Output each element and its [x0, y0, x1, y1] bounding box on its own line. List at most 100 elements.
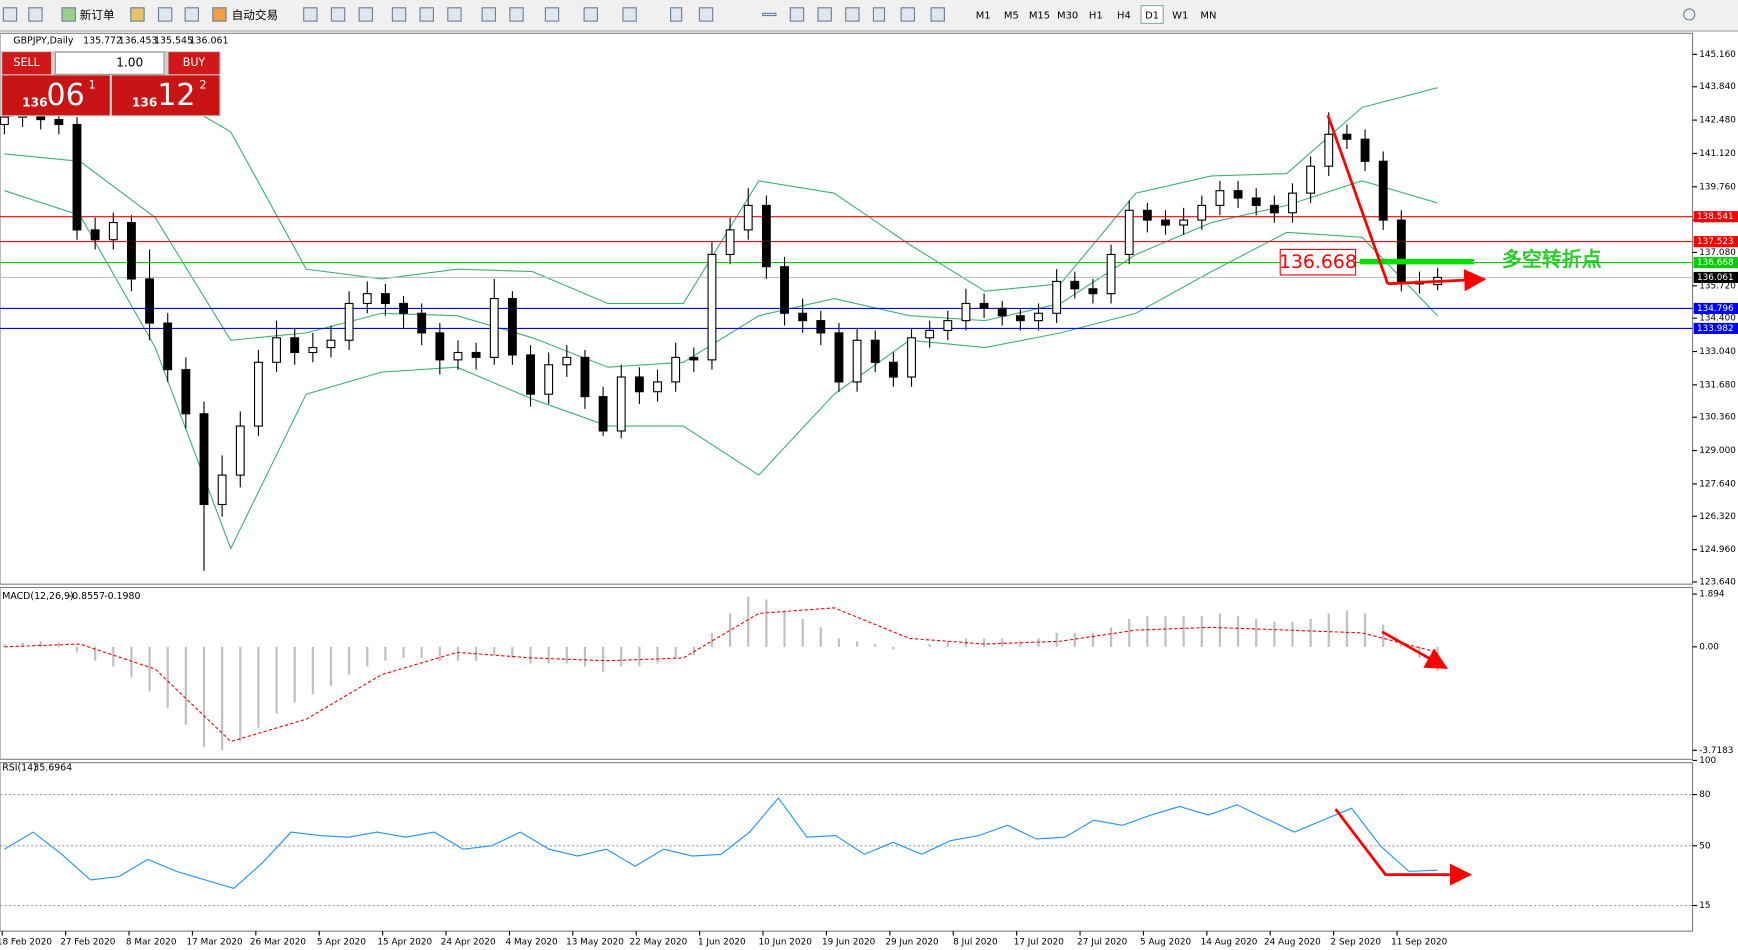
icon[interactable] — [670, 7, 683, 22]
price-tag-label: 133.982 — [1697, 324, 1734, 334]
sell-price-box[interactable] — [2, 75, 110, 116]
rsi-line — [4, 797, 1438, 890]
icon[interactable] — [358, 7, 373, 22]
icon[interactable] — [583, 7, 598, 22]
layers: 145.160143.840142.480141.120139.760138.4… — [0, 50, 1738, 948]
candle-body — [1161, 219, 1170, 226]
icon[interactable] — [391, 7, 407, 22]
candle-body — [1288, 192, 1297, 214]
candle-body — [108, 222, 118, 241]
candle-body — [253, 361, 263, 427]
candle-body — [54, 119, 64, 126]
candle-body — [1052, 280, 1062, 314]
lot-box[interactable] — [54, 51, 165, 75]
timeframe[interactable]: H1 — [1089, 11, 1103, 22]
x-tick-label: 17 Jul 2020 — [1014, 938, 1065, 948]
icon[interactable] — [872, 7, 886, 22]
icon[interactable] — [157, 7, 173, 22]
candle-body — [1034, 312, 1043, 322]
timeframe[interactable]: W1 — [1172, 11, 1188, 22]
icon[interactable] — [2, 7, 18, 22]
icon[interactable] — [900, 7, 915, 22]
icon[interactable] — [447, 7, 462, 22]
trade-panel: SELL BUY 1.00 136 06 1 136 12 2 — [1, 51, 221, 117]
candle-body — [1106, 253, 1116, 295]
macd-signal — [4, 607, 1438, 743]
y-tick-label: -3.7183 — [1699, 746, 1733, 756]
price-tag-label: 137.523 — [1697, 237, 1734, 247]
price-tag — [1693, 236, 1738, 248]
timeframe[interactable]: D1 — [1145, 11, 1159, 22]
y-tick-label: 139.760 — [1699, 182, 1736, 192]
x-tick-label: 8 Mar 2020 — [126, 938, 177, 948]
candle-body — [72, 123, 82, 231]
timeframe[interactable]: M5 — [1004, 11, 1019, 22]
candle-body — [1233, 190, 1243, 199]
icon[interactable] — [845, 7, 860, 22]
icon[interactable] — [698, 7, 714, 22]
search-icon[interactable] — [1683, 8, 1696, 21]
candle-body — [1215, 190, 1225, 206]
y-tick-label: 141.120 — [1699, 149, 1736, 159]
icon[interactable] — [762, 12, 777, 17]
icon[interactable] — [419, 7, 434, 22]
candle-body — [997, 307, 1007, 317]
icon[interactable] — [212, 7, 227, 22]
rsi-label: RSI(14) — [2, 763, 37, 774]
y-tick-label: 123.640 — [1699, 577, 1736, 587]
buy-price-box[interactable] — [111, 75, 220, 116]
new-order[interactable]: 新订单 — [80, 8, 115, 22]
buy-button[interactable] — [168, 52, 220, 75]
icon[interactable] — [509, 7, 524, 22]
candle-body — [1269, 204, 1279, 214]
y-tick-label: 100 — [1699, 756, 1716, 766]
candle-body — [326, 339, 336, 349]
candle-body — [616, 376, 626, 432]
auto-trading[interactable]: 自动交易 — [232, 8, 279, 22]
timeframe[interactable]: MN — [1200, 11, 1216, 22]
x-tick-label: 24 Aug 2020 — [1264, 938, 1321, 948]
icon[interactable] — [817, 7, 832, 22]
icon[interactable] — [130, 7, 145, 22]
x-tick-label: 8 Jul 2020 — [953, 938, 998, 948]
candle-body — [1360, 138, 1370, 162]
icon[interactable] — [28, 7, 43, 22]
arrow — [1334, 808, 1472, 886]
buy-label[interactable]: BUY — [183, 56, 206, 69]
icon[interactable] — [184, 7, 199, 22]
y-tick-label: 131.680 — [1699, 380, 1736, 390]
icon[interactable] — [61, 7, 76, 22]
candle-body — [907, 337, 916, 378]
candle-body — [308, 347, 318, 354]
candle-body — [217, 474, 227, 506]
timeframe[interactable]: M30 — [1057, 11, 1078, 22]
candle-body — [453, 351, 463, 361]
icon[interactable] — [930, 7, 945, 22]
sell-label[interactable]: SELL — [13, 56, 40, 69]
x-tick-label: 27 Jul 2020 — [1077, 938, 1128, 948]
toolbar-icons — [2, 7, 1696, 22]
candle-body — [1179, 219, 1189, 226]
sell-button[interactable] — [2, 52, 51, 75]
icon[interactable] — [544, 7, 560, 22]
price-tag-label: 136.668 — [1697, 258, 1734, 268]
price-tag — [1693, 211, 1738, 223]
icon[interactable] — [622, 7, 637, 22]
candle-body — [634, 376, 644, 393]
timeframe[interactable]: M1 — [976, 11, 991, 22]
lot[interactable]: 1.00 — [116, 56, 143, 70]
candle-body — [235, 425, 245, 476]
icon[interactable] — [481, 7, 497, 22]
y-tick-label: 134.400 — [1699, 314, 1736, 324]
candle-body — [653, 381, 662, 393]
candle-body — [689, 356, 699, 361]
timeframe[interactable]: H4 — [1117, 11, 1131, 22]
y-tick-label: 130.360 — [1699, 413, 1736, 423]
rsi-plot — [0, 762, 1694, 932]
candle-body — [961, 302, 971, 322]
icon[interactable] — [303, 7, 318, 22]
icon[interactable] — [330, 7, 346, 22]
icon[interactable] — [789, 7, 805, 22]
timeframe[interactable]: M15 — [1029, 11, 1050, 22]
x-tick-label: 5 Apr 2020 — [317, 938, 367, 948]
